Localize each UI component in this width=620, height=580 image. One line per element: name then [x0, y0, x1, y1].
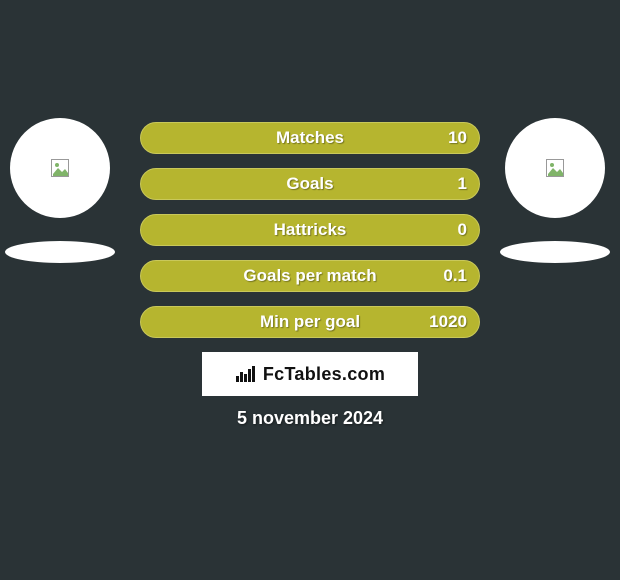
avatar-shadow-left — [5, 241, 115, 263]
stat-label: Goals — [141, 174, 479, 194]
stat-bar: Hattricks 0 — [140, 214, 480, 246]
avatar-left — [10, 118, 110, 218]
attribution-text: FcTables.com — [263, 364, 385, 385]
stat-value: 1020 — [429, 312, 467, 332]
stat-label: Hattricks — [141, 220, 479, 240]
stat-label: Matches — [141, 128, 479, 148]
stat-bar: Matches 10 — [140, 122, 480, 154]
stat-bar: Min per goal 1020 — [140, 306, 480, 338]
stat-value: 10 — [448, 128, 467, 148]
player-right — [505, 118, 610, 263]
player-left — [10, 118, 115, 263]
bars-chart-icon — [235, 364, 257, 384]
stat-value: 0.1 — [443, 266, 467, 286]
stat-value: 1 — [458, 174, 467, 194]
avatar-shadow-right — [500, 241, 610, 263]
date-text: 5 november 2024 — [0, 408, 620, 429]
placeholder-image-icon — [51, 159, 69, 177]
avatar-right — [505, 118, 605, 218]
attribution-box: FcTables.com — [202, 352, 418, 396]
stat-bar: Goals 1 — [140, 168, 480, 200]
stat-bar: Goals per match 0.1 — [140, 260, 480, 292]
stat-label: Goals per match — [141, 266, 479, 286]
stats-bars: Matches 10 Goals 1 Hattricks 0 Goals per… — [140, 122, 480, 352]
placeholder-image-icon — [546, 159, 564, 177]
stat-value: 0 — [458, 220, 467, 240]
